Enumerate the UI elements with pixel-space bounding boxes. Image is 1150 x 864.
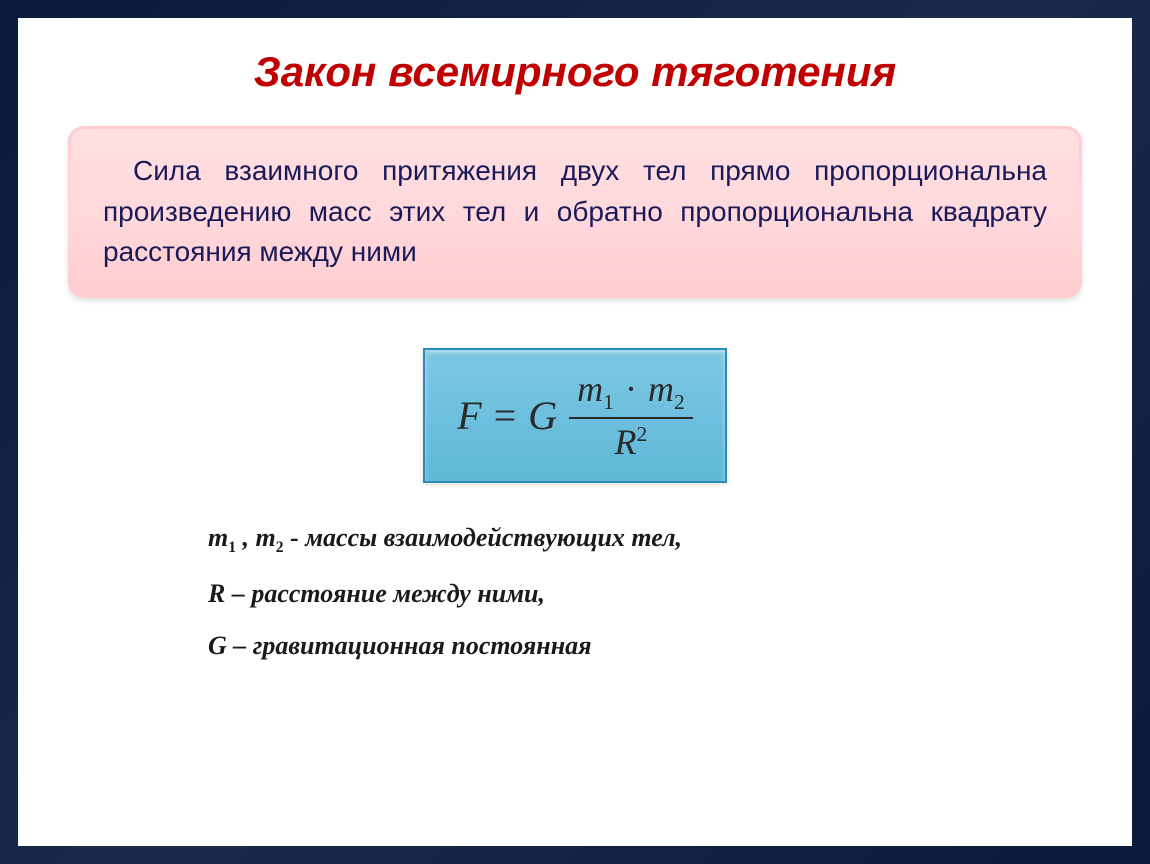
numerator-sub2: 2 (674, 390, 685, 414)
formula: F = G m1 · m2 R2 (457, 368, 692, 463)
formula-box: F = G m1 · m2 R2 (423, 348, 726, 483)
legend-m2-sub: 2 (276, 539, 284, 556)
legend-m1-sub: 1 (228, 539, 236, 556)
legend-item-distance: R – расстояние между ними, (208, 579, 1082, 609)
definition-box: Сила взаимного притяжения двух тел прямо… (68, 126, 1082, 298)
slide-frame: Закон всемирного тяготения Сила взаимног… (0, 0, 1150, 864)
definition-text: Сила взаимного притяжения двух тел прямо… (103, 151, 1047, 273)
denominator-base: R (615, 422, 637, 462)
legend-comma: , (236, 523, 256, 552)
formula-coefficient: G (528, 392, 557, 439)
legend-r-var: R (208, 579, 225, 608)
formula-lhs: F (457, 392, 481, 439)
denominator-exp: 2 (637, 422, 648, 446)
numerator-m1: m (577, 369, 603, 409)
legend-m2-var: m (256, 523, 276, 552)
legend-item-constant: G – гравитационная постоянная (208, 631, 1082, 661)
numerator-dot: · (625, 369, 637, 409)
slide-title: Закон всемирного тяготения (68, 48, 1082, 96)
formula-equals: = (494, 392, 517, 439)
numerator-m2: m (648, 369, 674, 409)
formula-fraction: m1 · m2 R2 (569, 368, 693, 463)
legend-distance-desc: – расстояние между ними, (225, 579, 545, 608)
numerator-sub1: 1 (603, 390, 614, 414)
formula-numerator: m1 · m2 (569, 368, 693, 419)
slide-content: Закон всемирного тяготения Сила взаимног… (18, 18, 1132, 846)
legend-g-var: G (208, 631, 227, 660)
formula-container: F = G m1 · m2 R2 (68, 348, 1082, 483)
legend-constant-desc: – гравитационная постоянная (227, 631, 592, 660)
legend-m1-var: m (208, 523, 228, 552)
legend-masses-desc: - массы взаимодействующих тел, (284, 523, 682, 552)
legend-item-masses: m1 , m2 - массы взаимодействующих тел, (208, 523, 1082, 557)
formula-denominator: R2 (607, 419, 656, 463)
legend: m1 , m2 - массы взаимодействующих тел, R… (68, 523, 1082, 661)
